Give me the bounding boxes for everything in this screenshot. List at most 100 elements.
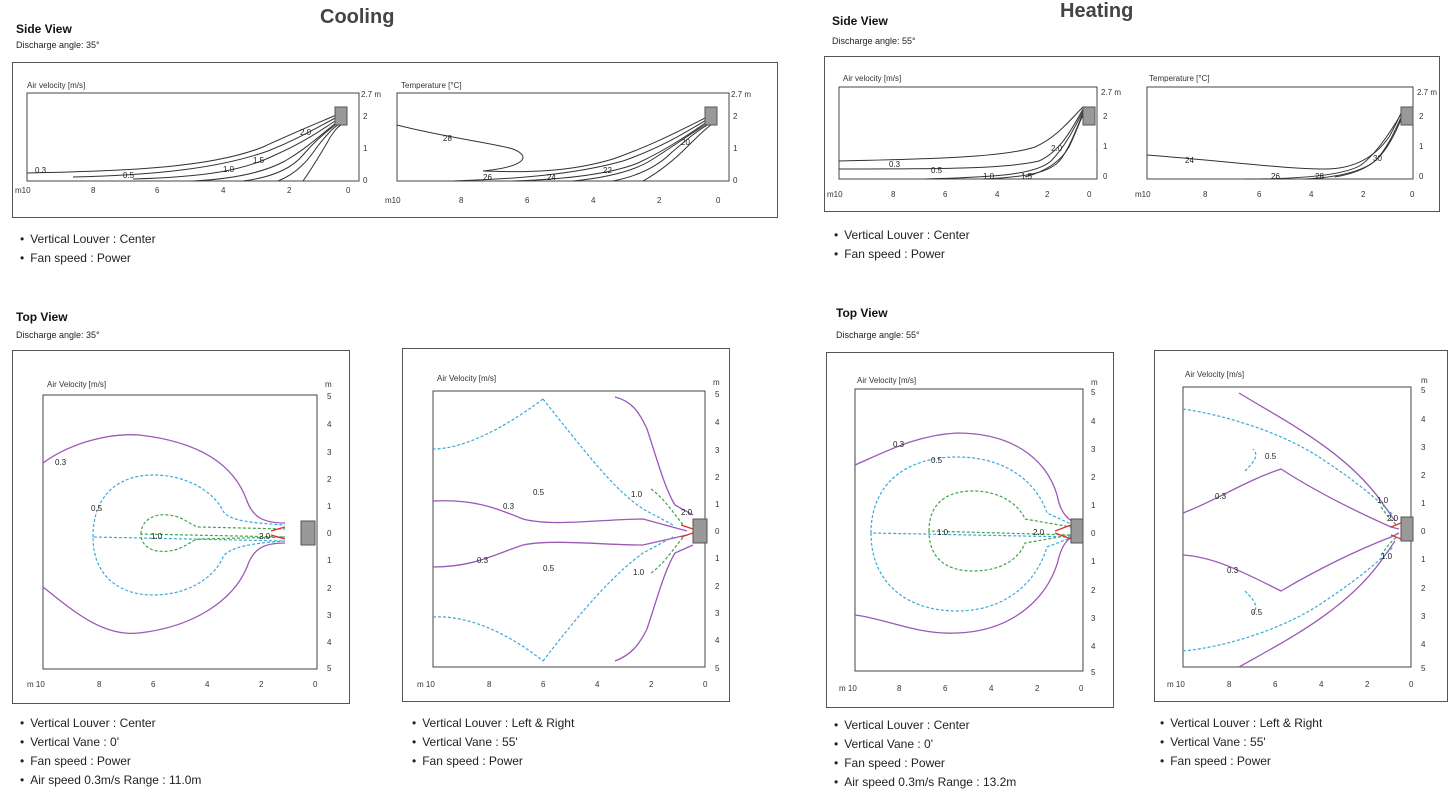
cooling-side-temperature-x-axis: m10 8 6 4 2 0 <box>385 196 721 205</box>
cooling-side-view-title: Side View <box>16 22 72 36</box>
heating-top-right-velocity-label: Air Velocity [m/s] <box>1185 370 1244 379</box>
svg-text:0: 0 <box>1421 527 1426 536</box>
list-item: Fan speed : Power <box>412 752 574 771</box>
svg-text:3: 3 <box>715 446 720 455</box>
heating-side-temperature-indoor-unit <box>1400 106 1414 126</box>
svg-text:1: 1 <box>1103 142 1108 151</box>
contour-label-0-5: 0.5 <box>1251 608 1263 617</box>
svg-text:2: 2 <box>1419 112 1424 121</box>
svg-text:1: 1 <box>1419 142 1424 151</box>
contour-1-0 <box>928 490 1072 572</box>
svg-text:1: 1 <box>327 502 332 511</box>
cooling-side-temperature-indoor-unit <box>704 106 718 126</box>
list-item: Vertical Louver : Center <box>834 226 969 245</box>
contour-label-22: 22 <box>603 166 612 175</box>
heating-side-velocity-contours <box>838 106 1084 180</box>
svg-text:5: 5 <box>1091 388 1096 397</box>
heating-top-left-settings-list: Vertical Louver : Center Vertical Vane :… <box>834 716 1016 792</box>
svg-text:4: 4 <box>1091 417 1096 426</box>
svg-text:2: 2 <box>287 186 292 195</box>
svg-text:6: 6 <box>943 190 948 199</box>
svg-text:4: 4 <box>989 684 994 693</box>
cooling-top-discharge-angle: Discharge angle: 35° <box>16 330 100 340</box>
svg-text:2: 2 <box>649 680 654 689</box>
heating-top-right-y-axis: m 5 4 3 2 1 0 1 2 3 4 5 <box>1421 376 1428 673</box>
heating-side-velocity-plot-area <box>838 86 1098 180</box>
svg-text:2: 2 <box>259 680 264 689</box>
heating-side-temperature-contours <box>1146 108 1404 180</box>
list-item: Fan speed : Power <box>834 754 1016 773</box>
list-item: Vertical Louver : Center <box>20 230 155 249</box>
contour-label-30: 30 <box>1373 154 1382 163</box>
cooling-top-left-x-axis: m 10 8 6 4 2 0 <box>27 680 318 689</box>
svg-text:3: 3 <box>715 609 720 618</box>
svg-text:m10: m10 <box>385 196 401 205</box>
cooling-top-left-y-axis: m 5 4 3 2 1 0 1 2 3 4 5 <box>325 380 332 673</box>
contour-label-0-5: 0.5 <box>543 564 555 573</box>
svg-text:3: 3 <box>327 611 332 620</box>
heating-side-velocity-x-axis: m10 8 6 4 2 0 <box>827 190 1092 199</box>
heating-side-view-chart: Air velocity [m/s] 0.3 0.5 1.0 1.5 2.0 m… <box>827 74 1437 199</box>
svg-text:0: 0 <box>1091 529 1096 538</box>
heating-top-discharge-angle: Discharge angle: 55° <box>836 330 920 340</box>
svg-text:0: 0 <box>346 186 351 195</box>
svg-text:6: 6 <box>943 684 948 693</box>
heating-top-right-chart: Air Velocity [m/s] 0.5 0.3 1.0 2.0 0.3 0… <box>1167 370 1428 689</box>
svg-text:m: m <box>1091 378 1098 387</box>
svg-text:4: 4 <box>1421 640 1426 649</box>
svg-text:0: 0 <box>1103 172 1108 181</box>
svg-text:0: 0 <box>327 529 332 538</box>
svg-text:2.7 m: 2.7 m <box>731 90 751 99</box>
contour-label-1-0: 1.0 <box>223 165 235 174</box>
cooling-side-velocity-contours <box>26 112 342 182</box>
svg-text:5: 5 <box>715 664 720 673</box>
svg-text:4: 4 <box>715 418 720 427</box>
svg-text:m: m <box>1421 376 1428 385</box>
cooling-side-discharge-angle: Discharge angle: 35° <box>16 40 100 50</box>
contour-2-0 <box>270 526 286 540</box>
heating-side-view-panel: Air velocity [m/s] 0.3 0.5 1.0 1.5 2.0 m… <box>824 56 1440 212</box>
contour-label-0-3: 0.3 <box>1215 492 1227 501</box>
list-item: Vertical Louver : Center <box>834 716 1016 735</box>
svg-text:m 10: m 10 <box>27 680 45 689</box>
heating-side-temperature-y-axis: 2.7 m 2 1 0 <box>1417 88 1437 181</box>
svg-text:4: 4 <box>327 420 332 429</box>
svg-text:m 10: m 10 <box>839 684 857 693</box>
svg-text:0: 0 <box>1409 680 1414 689</box>
heating-top-right-settings-list: Vertical Louver : Left & Right Vertical … <box>1160 714 1322 771</box>
svg-text:6: 6 <box>155 186 160 195</box>
heating-top-right-plot-area <box>1182 386 1412 668</box>
svg-text:6: 6 <box>1257 190 1262 199</box>
contour-label-20: 20 <box>681 138 690 147</box>
heating-top-right-x-axis: m 10 8 6 4 2 0 <box>1167 680 1414 689</box>
list-item: Fan speed : Power <box>834 245 970 264</box>
cooling-top-left-velocity-label: Air Velocity [m/s] <box>47 380 106 389</box>
cooling-side-temperature-label: Temperature [°C] <box>401 81 462 90</box>
heating-side-velocity-label: Air velocity [m/s] <box>843 74 901 83</box>
contour-label-0-5: 0.5 <box>91 504 103 513</box>
svg-text:5: 5 <box>1421 386 1426 395</box>
svg-text:0: 0 <box>363 176 368 185</box>
cooling-top-right-panel: Air Velocity [m/s] 0.3 0.5 1.0 2.0 0.3 0… <box>402 348 730 702</box>
svg-text:8: 8 <box>1227 680 1232 689</box>
contour-2-0 <box>680 524 694 538</box>
contour-0-5 <box>92 474 286 596</box>
svg-text:2: 2 <box>1045 190 1050 199</box>
heating-top-left-chart: Air Velocity [m/s] 0.3 0.5 1.0 2.0 m 10 … <box>839 376 1098 693</box>
svg-text:2.7 m: 2.7 m <box>1101 88 1121 97</box>
contour-label-26: 26 <box>1271 172 1280 181</box>
contour-2-0 <box>1390 522 1402 540</box>
list-item: Fan speed : Power <box>20 249 156 268</box>
contour-label-1-0: 1.0 <box>151 532 163 541</box>
contour-label-2-0: 2.0 <box>1051 144 1063 153</box>
svg-text:6: 6 <box>1273 680 1278 689</box>
heating-top-left-y-axis: m 5 4 3 2 1 0 1 2 3 4 5 <box>1091 378 1098 677</box>
svg-text:m: m <box>325 380 332 389</box>
svg-text:m: m <box>713 378 720 387</box>
svg-text:4: 4 <box>591 196 596 205</box>
cooling-top-right-y-axis: m 5 4 3 2 1 0 1 2 3 4 5 <box>713 378 720 673</box>
svg-text:6: 6 <box>151 680 156 689</box>
list-item: Fan speed : Power <box>20 752 201 771</box>
svg-text:4: 4 <box>205 680 210 689</box>
svg-text:2: 2 <box>715 473 720 482</box>
